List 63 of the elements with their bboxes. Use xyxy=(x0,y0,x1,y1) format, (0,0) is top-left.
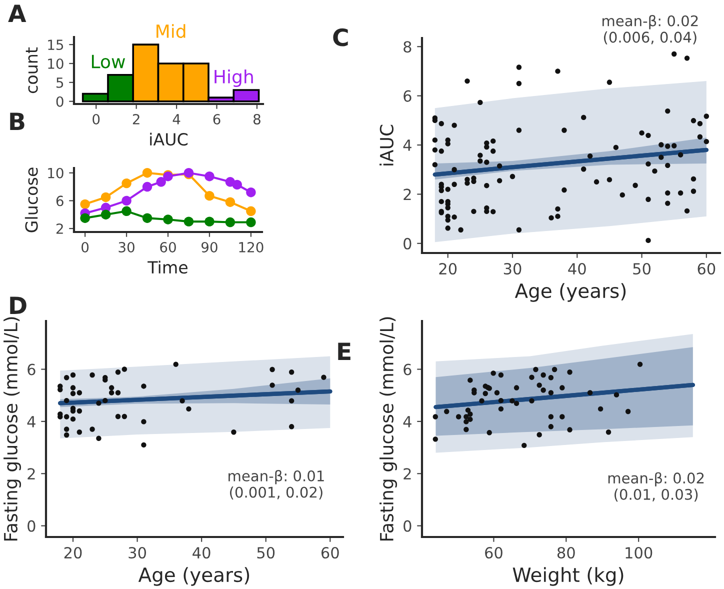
x-tick-label: 30 xyxy=(128,546,146,559)
chart-title: B xyxy=(10,112,24,130)
y-axis-title: Fasting glucose (mmol/L) xyxy=(380,317,397,541)
y-tick-label: 6 xyxy=(404,364,412,376)
x-tick-label: 40 xyxy=(568,262,586,275)
y-tick-label: 10 xyxy=(48,168,64,178)
x-tick-label: 6 xyxy=(213,114,220,124)
x-axis-title: Age (years) xyxy=(138,567,250,586)
y-axis-title: Glucose xyxy=(24,168,38,232)
series-label: Low xyxy=(92,54,125,68)
y-tick-label: 0 xyxy=(404,520,412,532)
text: E xyxy=(338,342,350,360)
annotation: mean-β: 0.02 (0.006, 0.04) xyxy=(602,14,698,44)
series-label: High xyxy=(214,69,253,87)
y-tick-label: 4 xyxy=(27,416,36,428)
x-tick-label: 100 xyxy=(626,546,652,559)
x-tick-label: 20 xyxy=(439,262,457,275)
y-tick-label: 4 xyxy=(403,140,412,151)
x-tick-label: 4 xyxy=(172,114,180,124)
y-tick-label: 10 xyxy=(48,58,64,69)
x-tick-label: 120 xyxy=(239,242,264,252)
x-tick-label: 20 xyxy=(64,546,82,559)
x-tick-label: 0 xyxy=(92,114,100,124)
x-tick-label: 40 xyxy=(192,546,210,559)
x-tick-label: 30 xyxy=(118,242,134,252)
x-tick-label: 0 xyxy=(82,242,89,252)
x-tick-label: 80 xyxy=(557,546,575,559)
y-tick-label: 2 xyxy=(404,468,411,480)
x-axis-title: iAUC xyxy=(150,132,188,146)
x-tick-label: 8 xyxy=(253,114,260,124)
annotation: mean-β: 0.02 (0.01, 0.03) xyxy=(608,472,704,502)
y-tick-label: 0 xyxy=(28,520,36,532)
x-axis-title: Time xyxy=(148,260,188,274)
x-tick-label: 50 xyxy=(257,546,275,559)
annotation: mean-β: 0.01 (0.001, 0.02) xyxy=(228,470,324,500)
y-tick-label: 2 xyxy=(404,188,411,200)
x-tick-label: 60 xyxy=(160,242,176,252)
y-axis-title: count xyxy=(26,47,38,94)
x-tick-label: 60 xyxy=(698,262,716,275)
y-tick-label: 8 xyxy=(404,41,412,53)
y-tick-label: 4 xyxy=(403,416,412,428)
y-tick-label: 0 xyxy=(56,96,64,107)
x-tick-label: 30 xyxy=(504,262,522,275)
y-tick-label: 2 xyxy=(28,468,35,480)
chart-title: D xyxy=(10,296,26,314)
x-tick-label: 60 xyxy=(321,546,339,559)
x-axis-title: Age (years) xyxy=(514,283,626,302)
x-axis-title: Weight (kg) xyxy=(512,567,624,586)
x-tick-label: 90 xyxy=(202,242,218,252)
y-tick-label: 6 xyxy=(28,364,36,376)
y-tick-label: 6 xyxy=(56,196,64,206)
y-tick-label: 15 xyxy=(48,40,64,50)
y-tick-label: 6 xyxy=(404,90,412,102)
x-tick-label: 2 xyxy=(132,114,140,124)
chart-title: A xyxy=(8,4,26,22)
y-axis-title: iAUC xyxy=(380,124,394,166)
x-tick-label: 50 xyxy=(633,262,650,275)
y-tick-label: 5 xyxy=(56,78,64,88)
y-tick-label: 2 xyxy=(56,223,63,234)
series-label: Mid xyxy=(156,24,186,38)
x-tick-label: 60 xyxy=(485,546,502,559)
chart-title: C xyxy=(333,28,348,46)
y-axis-title: Fasting glucose (mmol/L) xyxy=(4,317,21,541)
